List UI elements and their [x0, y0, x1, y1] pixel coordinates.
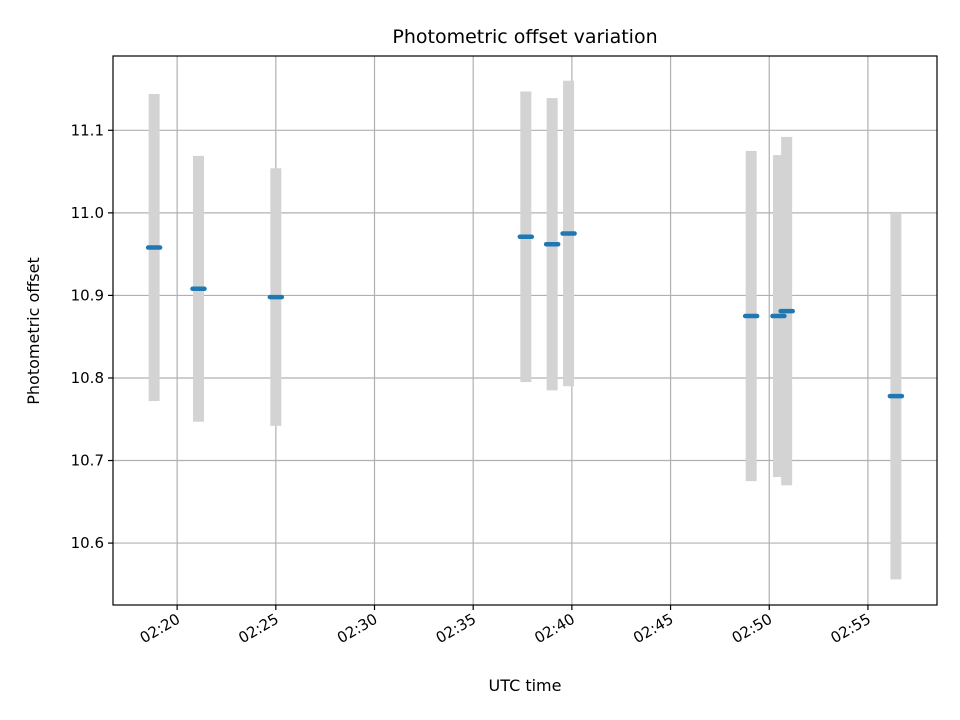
- x-tick-label: 02:25: [235, 610, 281, 647]
- y-tick-label: 11.1: [71, 121, 104, 139]
- plot-frame: [112, 55, 938, 606]
- x-tick-label: 02:30: [334, 610, 380, 647]
- y-tick-label: 10.8: [71, 369, 104, 387]
- y-tick-label: 10.7: [71, 452, 104, 470]
- y-axis-label: Photometric offset: [24, 257, 43, 405]
- x-tick-label: 02:40: [531, 610, 577, 647]
- y-tick-label: 10.6: [71, 534, 104, 552]
- x-axis-label: UTC time: [489, 676, 562, 695]
- x-tick-label: 02:55: [827, 610, 873, 647]
- error-bars: [148, 80, 902, 580]
- data-points: [145, 231, 905, 399]
- x-tick-label: 02:20: [137, 610, 183, 647]
- y-tick-label: 11.0: [71, 204, 104, 222]
- x-tick-label: 02:35: [433, 610, 479, 647]
- y-axis-ticks: 10.6 10.7 10.8 10.9 11.0 11.1: [71, 121, 113, 552]
- chart-title: Photometric offset variation: [392, 26, 657, 48]
- x-axis-ticks: 02:20 02:25 02:30 02:35 02:40 02:45 02:50 02:55: [137, 605, 874, 647]
- x-tick-label: 02:45: [630, 610, 676, 647]
- x-tick-label: 02:50: [729, 610, 775, 647]
- y-tick-label: 10.9: [71, 286, 104, 304]
